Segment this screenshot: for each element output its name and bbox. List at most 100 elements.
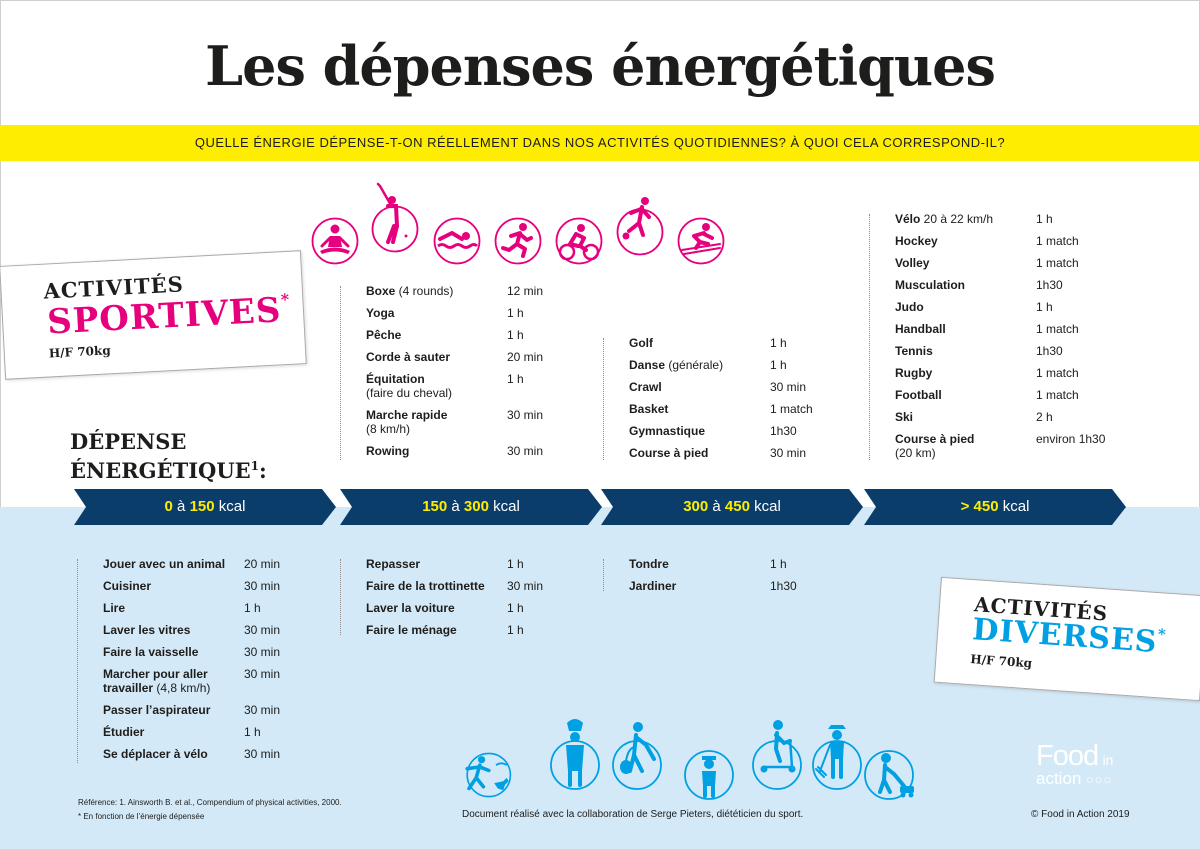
- activity-duration: 1h30: [770, 579, 797, 593]
- activity-row: Musculation 1h30: [869, 278, 1129, 300]
- activity-name: Danse (générale): [629, 358, 724, 372]
- activity-name: Tennis: [895, 344, 933, 358]
- activity-name: Golf: [629, 336, 653, 350]
- activity-duration: 30 min: [244, 579, 281, 593]
- activity-name: Se déplacer à vélo: [103, 747, 208, 761]
- activity-duration: 1 h: [507, 306, 524, 320]
- activity-name: Marche rapide (8 km/h): [366, 408, 448, 436]
- gardening-icon: [812, 725, 862, 790]
- range-label-150-300: 150 à 300 kcal: [422, 498, 520, 515]
- activity-duration: 30 min: [244, 645, 281, 659]
- activity-name: Laver les vitres: [103, 623, 191, 637]
- activity-duration: 1 h: [507, 557, 524, 571]
- activity-name: Marcher pour aller travailler (4,8 km/h): [103, 667, 211, 695]
- activity-row: Marche rapide (8 km/h) 30 min: [340, 408, 570, 444]
- range-label-over-450: > 450 kcal: [960, 498, 1030, 515]
- activity-duration: 1 match: [1036, 234, 1079, 248]
- activity-row: Repasser 1 h: [340, 557, 580, 579]
- activity-duration: 30 min: [770, 446, 807, 460]
- activity-row: Volley 1 match: [869, 256, 1129, 278]
- diverse-card: ACTIVITÉS DIVERSES* H/F 70kg: [933, 576, 1200, 702]
- activity-duration: 30 min: [244, 703, 281, 717]
- activity-name: Judo: [895, 300, 924, 314]
- activity-duration: 1 h: [507, 623, 524, 637]
- activity-duration: 1h30: [1036, 278, 1063, 292]
- activity-row: Équitation (faire du cheval) 1 h: [340, 372, 570, 408]
- diverse-card-weight: H/F 70kg: [969, 652, 1033, 671]
- activity-duration: 20 min: [244, 557, 281, 571]
- activity-row: Crawl 30 min: [603, 380, 833, 402]
- diverse-list-150-300: Repasser 1 h Faire de la trottinette 30 min…: [340, 557, 580, 637]
- activity-duration: 2 h: [1036, 410, 1053, 424]
- swimming-icon: [433, 217, 481, 265]
- activity-name: Course à pied (20 km): [895, 432, 975, 460]
- activity-row: Laver la voiture 1 h: [340, 601, 580, 623]
- skiing-icon: [677, 217, 725, 265]
- sport-card: ACTIVITÉS SPORTIVES* H/F 70kg: [0, 250, 307, 380]
- activity-row: Marcher pour aller travailler (4,8 km/h) 3…: [77, 667, 317, 703]
- activity-duration: 1 h: [507, 372, 524, 386]
- activity-duration: 1 h: [507, 328, 524, 342]
- activity-name: Volley: [895, 256, 930, 270]
- activity-duration: 1 h: [244, 601, 261, 615]
- activity-duration: 30 min: [244, 667, 281, 681]
- range-arrow-300-450: [601, 489, 863, 525]
- activity-duration: 1 match: [1036, 388, 1079, 402]
- activity-row: Se déplacer à vélo 30 min: [77, 747, 317, 769]
- activity-row: Ski 2 h: [869, 410, 1129, 432]
- activity-duration: 20 min: [507, 350, 544, 364]
- activity-name: Course à pied: [629, 446, 709, 460]
- page-title: Les dépenses énergétiques: [205, 34, 996, 98]
- activity-name: Football: [895, 388, 942, 402]
- activity-row: Cuisiner 30 min: [77, 579, 317, 601]
- cycling-icon: [555, 217, 603, 265]
- football-icon: [616, 197, 664, 256]
- activity-row: Passer l’aspirateur 30 min: [77, 703, 317, 725]
- activity-duration: 1h30: [1036, 344, 1063, 358]
- vacuuming-icon: [612, 722, 662, 790]
- activity-name: Pêche: [366, 328, 402, 342]
- activity-row: Laver les vitres 30 min: [77, 623, 317, 645]
- activity-row: Football 1 match: [869, 388, 1129, 410]
- activity-row: Faire de la trottinette 30 min: [340, 579, 580, 601]
- activity-name: Gymnastique: [629, 424, 706, 438]
- activity-name: Yoga: [366, 306, 395, 320]
- activity-name: Laver la voiture: [366, 601, 455, 615]
- activity-duration: 1 h: [244, 725, 261, 739]
- activity-name: Handball: [895, 322, 946, 336]
- activity-name: Basket: [629, 402, 669, 416]
- activity-name: Repasser: [366, 557, 421, 571]
- activity-duration: 30 min: [244, 623, 281, 637]
- sport-list-over-450: Vélo 20 à 22 km/h 1 h Hockey 1 match Volley 1…: [869, 212, 1129, 462]
- activity-name: Boxe (4 rounds): [366, 284, 454, 298]
- activity-name: Faire le ménage: [366, 623, 457, 637]
- activity-name: Vélo 20 à 22 km/h: [895, 212, 994, 226]
- activity-name: Jouer avec un animal: [103, 557, 226, 571]
- activity-row: Tondre 1 h: [603, 557, 843, 579]
- activity-name: Lire: [103, 601, 126, 615]
- range-arrow-150-300: [340, 489, 602, 525]
- activity-row: Faire le ménage 1 h: [340, 623, 580, 645]
- activity-row: Gymnastique 1h30: [603, 424, 833, 446]
- activity-duration: 1 h: [770, 557, 787, 571]
- activity-duration: 30 min: [770, 380, 807, 394]
- activity-name: Musculation: [895, 278, 966, 292]
- collaboration-note: Document réalisé avec la collaboration d…: [462, 809, 804, 820]
- activity-row: Corde à sauter 20 min: [340, 350, 570, 372]
- activity-row: Jardiner 1h30: [603, 579, 843, 601]
- activity-name: Crawl: [629, 380, 662, 394]
- activity-duration: 30 min: [507, 444, 544, 458]
- yoga-icon: [311, 217, 359, 265]
- diverse-list-300-450: Tondre 1 h Jardiner 1h30: [603, 557, 843, 593]
- activity-name: Étudier: [103, 725, 145, 739]
- energy-expenditure-heading: DÉPENSE ÉNERGÉTIQUE1:: [70, 429, 267, 483]
- activity-row: Rowing 30 min: [340, 444, 570, 466]
- activity-row: Danse (générale) 1 h: [603, 358, 833, 380]
- activity-name: Faire de la trottinette: [366, 579, 485, 593]
- activity-name: Passer l’aspirateur: [103, 703, 211, 717]
- playing-with-dog-icon: [465, 752, 512, 798]
- diverse-list-0-150: Jouer avec un animal 20 min Cuisiner 30 min…: [77, 557, 317, 765]
- sport-list-0-150: Boxe (4 rounds) 12 min Yoga 1 h Pêche 1 h Cord…: [340, 284, 570, 462]
- copyright: © Food in Action 2019: [1031, 809, 1130, 820]
- activity-row: Tennis 1h30: [869, 344, 1129, 366]
